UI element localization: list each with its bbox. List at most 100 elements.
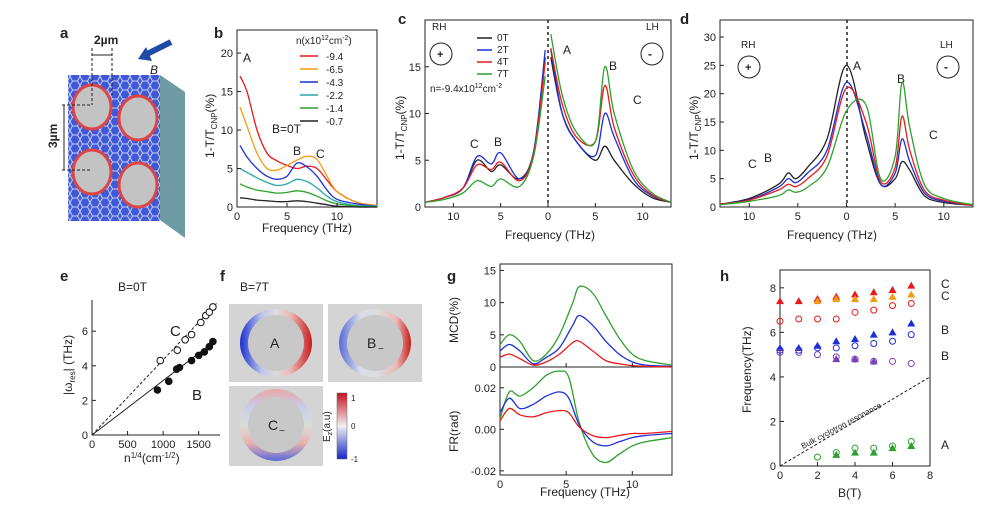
bulk-cyclotron-label: Bulk cyclotron resonance bbox=[800, 401, 884, 451]
peak-label-c-A: A bbox=[563, 43, 571, 57]
b-ytick-label: 5 bbox=[227, 164, 233, 176]
chart-d: Frequency (THz) 1-T/TCNP(%) RH + LH - A … bbox=[687, 19, 974, 242]
field-maps: B=7T A B − C − 1 0 -1 Ez(a.u) bbox=[229, 280, 422, 466]
c-ytick-label: 5 bbox=[415, 155, 421, 167]
peak-label-d-Cm: C bbox=[929, 128, 938, 142]
data-point-h bbox=[907, 360, 915, 368]
data-point-h bbox=[832, 315, 840, 323]
series-label-h-Cm: C bbox=[941, 277, 950, 291]
g-top-ytick-label: 10 bbox=[484, 298, 496, 310]
h-ytick-label: 0 bbox=[770, 461, 776, 473]
data-point-h bbox=[907, 299, 915, 307]
peak-label-c-Cm: C bbox=[633, 93, 642, 107]
h-xtick-label: 2 bbox=[814, 470, 820, 482]
data-point-e bbox=[194, 351, 203, 360]
ylabel-e: |ωres| (THz) bbox=[61, 335, 77, 395]
data-point-h bbox=[776, 346, 784, 354]
lh-label-c: LH bbox=[646, 22, 659, 33]
panel-label-e: e bbox=[60, 268, 68, 285]
xlabel-g: Frequency (THz) bbox=[540, 485, 630, 499]
series-line-d bbox=[719, 86, 974, 206]
data-point-h bbox=[870, 340, 878, 347]
c-xtick-label: 10 bbox=[447, 211, 459, 223]
series-line-b bbox=[239, 106, 378, 207]
d-ytick-label: 15 bbox=[704, 117, 716, 129]
d-ytick-label: 20 bbox=[704, 89, 716, 101]
data-point-h bbox=[851, 355, 859, 363]
data-point-e bbox=[209, 303, 217, 311]
lh-circle-icon: - bbox=[640, 42, 664, 66]
b-ytick-label: 0 bbox=[227, 202, 233, 214]
svg-text:4T: 4T bbox=[497, 57, 509, 68]
g-bottom-xtick-label: 10 bbox=[626, 479, 638, 491]
data-point-e bbox=[187, 356, 196, 365]
xlabel-c: Frequency (THz) bbox=[505, 228, 595, 242]
panel-label-g: g bbox=[447, 268, 456, 285]
legend-label-b: -4.3 bbox=[326, 78, 344, 89]
rh-label-c: RH bbox=[432, 22, 446, 33]
legend-label-b: -0.7 bbox=[326, 117, 344, 128]
svg-text:7T: 7T bbox=[497, 69, 509, 80]
mode-label-A: A bbox=[270, 335, 280, 351]
b-ytick-label: 15 bbox=[221, 87, 233, 99]
data-point-e bbox=[181, 336, 189, 344]
c-xtick-label: 5 bbox=[498, 211, 504, 223]
data-point-h bbox=[795, 348, 803, 356]
data-point-h bbox=[832, 344, 840, 352]
panel-label-d: d bbox=[680, 11, 689, 28]
data-point-h bbox=[870, 306, 878, 314]
xlabel-d: Frequency (THz) bbox=[787, 228, 877, 242]
series-line-g-bottom bbox=[499, 370, 673, 464]
field-map-C: C − bbox=[229, 386, 323, 466]
data-point-h bbox=[795, 346, 803, 354]
chart-g: Frequency (THz) MCD(%) FR(rad) bbox=[447, 263, 673, 499]
legend-label-b: -6.5 bbox=[326, 65, 344, 76]
legend-title-b: n(x1012cm-2) bbox=[296, 35, 352, 47]
e-xtick-label: 1500 bbox=[186, 439, 210, 451]
peak-label-c: C bbox=[316, 147, 325, 161]
magnetic-field-label: B bbox=[150, 63, 158, 77]
data-point-h bbox=[832, 294, 841, 302]
lh-circle-icon-d: - bbox=[936, 55, 960, 79]
h-xtick-label: 4 bbox=[852, 470, 858, 482]
series-label-h-Bm: B bbox=[941, 323, 949, 337]
colorbar-zero: 0 bbox=[351, 422, 356, 431]
c-xtick-label: 10 bbox=[636, 211, 648, 223]
peak-label-d-Cp: C bbox=[748, 157, 757, 171]
rh-label-d: RH bbox=[741, 40, 755, 51]
peak-label-c-Cp: C bbox=[470, 137, 479, 151]
data-point-h bbox=[776, 297, 784, 305]
c-xtick-label: 0 bbox=[545, 211, 551, 223]
h-xtick-label: 8 bbox=[927, 470, 933, 482]
svg-text:+: + bbox=[437, 49, 443, 61]
series-label-h-Bp: B bbox=[941, 349, 949, 363]
h-ytick-label: 2 bbox=[770, 416, 776, 428]
data-point-h bbox=[832, 355, 841, 363]
colorbar-min: -1 bbox=[351, 455, 359, 464]
title-e: B=0T bbox=[118, 280, 148, 294]
e-ytick-label: 0 bbox=[82, 430, 88, 442]
data-point-h bbox=[889, 337, 896, 345]
data-point-h bbox=[907, 441, 916, 449]
d-xtick-label: 5 bbox=[892, 211, 898, 223]
b-ytick-label: 20 bbox=[221, 48, 233, 60]
data-point-h bbox=[888, 286, 897, 294]
data-point-e bbox=[175, 363, 184, 372]
data-point-e bbox=[197, 318, 205, 327]
series-line-c-lh bbox=[550, 49, 672, 203]
field-map-B: B − bbox=[328, 304, 422, 382]
mode-sub-B: − bbox=[378, 344, 384, 355]
ylabel-b: 1-T/TCNP(%) bbox=[203, 94, 219, 158]
data-point-h bbox=[814, 351, 821, 359]
e-ytick-label: 2 bbox=[82, 395, 88, 407]
svg-text:0T: 0T bbox=[497, 33, 509, 44]
series-line-d bbox=[719, 81, 974, 206]
g-top-ytick-label: 0 bbox=[490, 362, 496, 374]
data-point-h bbox=[851, 290, 859, 298]
data-point-h bbox=[869, 294, 878, 302]
chart-b: Frequency (THz) 1-T/TCNP(%) n(x1012cm-2)… bbox=[203, 29, 378, 235]
series-line-c-rh bbox=[424, 49, 546, 203]
h-xtick-label: 6 bbox=[889, 470, 895, 482]
d-ytick-label: 0 bbox=[710, 202, 716, 214]
